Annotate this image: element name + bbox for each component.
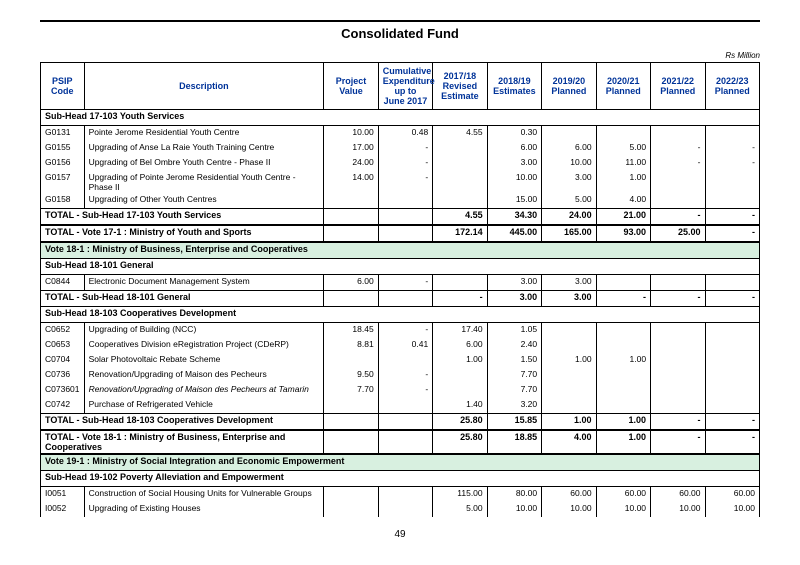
table-row: G0157Upgrading of Pointe Jerome Resident… [41, 171, 760, 193]
table-row: C0736Renovation/Upgrading of Maison des … [41, 368, 760, 383]
top-rule [40, 20, 760, 22]
table-row: I0051Construction of Social Housing Unit… [41, 487, 760, 503]
th-c2: 2018/19 Estimates [487, 63, 541, 110]
table-row: G0155Upgrading of Anse La Raie Youth Tra… [41, 141, 760, 156]
table-body: Sub-Head 17-103 Youth Services G0131Poin… [41, 110, 760, 518]
table-row: C0844Electronic Document Management Syst… [41, 275, 760, 291]
sh-17-103: Sub-Head 17-103 Youth Services [41, 110, 760, 126]
th-c4: 2020/21 Planned [596, 63, 650, 110]
sh-18-101: Sub-Head 18-101 General [41, 259, 760, 275]
table-row: G0156Upgrading of Bel Ombre Youth Centre… [41, 156, 760, 171]
th-desc: Description [84, 63, 324, 110]
table-row: I0052Upgrading of Existing Houses5.0010.… [41, 502, 760, 517]
total-vote-17-1: TOTAL - Vote 17-1 : Ministry of Youth an… [41, 225, 760, 242]
unit-label: Rs Million [40, 51, 760, 60]
total-18-103: TOTAL - Sub-Head 18-103 Cooperatives Dev… [41, 414, 760, 431]
th-code: PSIP Code [41, 63, 85, 110]
table-row: C073601Renovation/Upgrading of Maison de… [41, 383, 760, 398]
total-18-101: TOTAL - Sub-Head 18-101 General-3.003.00… [41, 291, 760, 307]
th-c5: 2021/22 Planned [651, 63, 705, 110]
fund-table: PSIP Code Description Project Value Cumu… [40, 62, 760, 517]
page-title: Consolidated Fund [40, 26, 760, 41]
th-c3: 2019/20 Planned [542, 63, 596, 110]
total-vote-18-1: TOTAL - Vote 18-1 : Ministry of Business… [41, 430, 760, 454]
total-17-103: TOTAL - Sub-Head 17-103 Youth Services4.… [41, 209, 760, 226]
th-cum: Cumulative Expenditure up to June 2017 [378, 63, 432, 110]
table-row: C0742Purchase of Refrigerated Vehicle1.4… [41, 398, 760, 414]
table-row: C0653Cooperatives Division eRegistration… [41, 338, 760, 353]
table-row: G0158Upgrading of Other Youth Centres15.… [41, 193, 760, 209]
vote-18-1: Vote 18-1 : Ministry of Business, Enterp… [41, 242, 760, 259]
vote-19-1: Vote 19-1 : Ministry of Social Integrati… [41, 454, 760, 471]
page-number: 49 [40, 529, 760, 540]
th-pv: Project Value [324, 63, 378, 110]
table-row: G0131Pointe Jerome Residential Youth Cen… [41, 126, 760, 142]
table-row: C0652Upgrading of Building (NCC)18.45-17… [41, 323, 760, 339]
sh-19-102: Sub-Head 19-102 Poverty Alleviation and … [41, 471, 760, 487]
table-row: C0704Solar Photovoltaic Rebate Scheme1.0… [41, 353, 760, 368]
sh-18-103: Sub-Head 18-103 Cooperatives Development [41, 307, 760, 323]
th-c1: 2017/18 Revised Estimate [433, 63, 487, 110]
header-row: PSIP Code Description Project Value Cumu… [41, 63, 760, 110]
th-c6: 2022/23 Planned [705, 63, 759, 110]
